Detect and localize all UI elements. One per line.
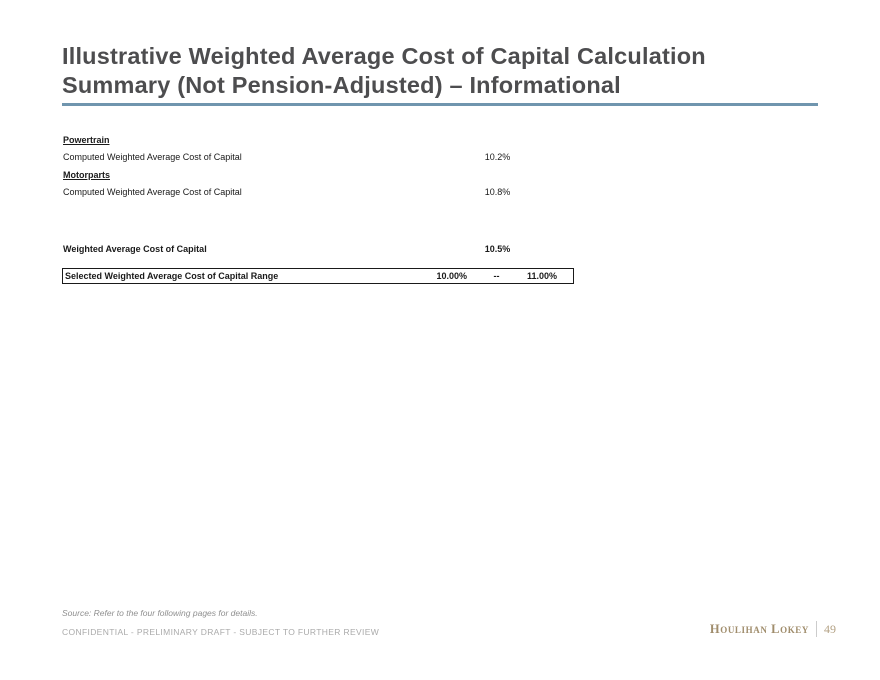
table-row-total-wacc: Weighted Average Cost of Capital 10.5% [62,240,574,258]
page-title: Illustrative Weighted Average Cost of Ca… [62,42,822,100]
table-spacer [62,258,574,268]
section-header-row-powertrain: Powertrain [62,131,574,149]
selected-range-label: Selected Weighted Average Cost of Capita… [65,270,279,281]
row-value: 10.2% [484,152,511,163]
table-row-motorparts-wacc: Computed Weighted Average Cost of Capita… [62,184,574,202]
source-note: Source: Refer to the four following page… [62,608,258,618]
table-row-powertrain-wacc: Computed Weighted Average Cost of Capita… [62,149,574,167]
total-row-label: Weighted Average Cost of Capital [63,243,207,254]
title-underline-rule [62,103,818,106]
selected-range-low: 10.00% [436,270,467,281]
selected-range-separator: -- [493,270,500,281]
page-number: 49 [824,621,836,636]
wacc-summary-table: Powertrain Computed Weighted Average Cos… [62,131,574,284]
section-header-row-motorparts: Motorparts [62,166,574,184]
section-header-label: Motorparts [63,169,110,180]
page-title-line2: Summary (Not Pension-Adjusted) – Informa… [62,72,621,98]
footer-brand-block: Houlihan Lokey 49 [710,620,836,638]
confidentiality-notice: CONFIDENTIAL - PRELIMINARY DRAFT - SUBJE… [62,627,380,637]
selected-range-high: 11.00% [526,270,557,281]
table-spacer [62,201,574,240]
houlihan-lokey-logo: Houlihan Lokey [709,621,809,636]
section-header-label: Powertrain [63,134,110,145]
page-title-line1: Illustrative Weighted Average Cost of Ca… [62,43,706,69]
total-row-value: 10.5% [484,243,511,254]
table-row-selected-range: Selected Weighted Average Cost of Capita… [62,267,574,284]
footer-divider [816,621,817,637]
row-label: Computed Weighted Average Cost of Capita… [63,152,242,163]
row-label: Computed Weighted Average Cost of Capita… [63,187,242,198]
row-value: 10.8% [484,187,511,198]
